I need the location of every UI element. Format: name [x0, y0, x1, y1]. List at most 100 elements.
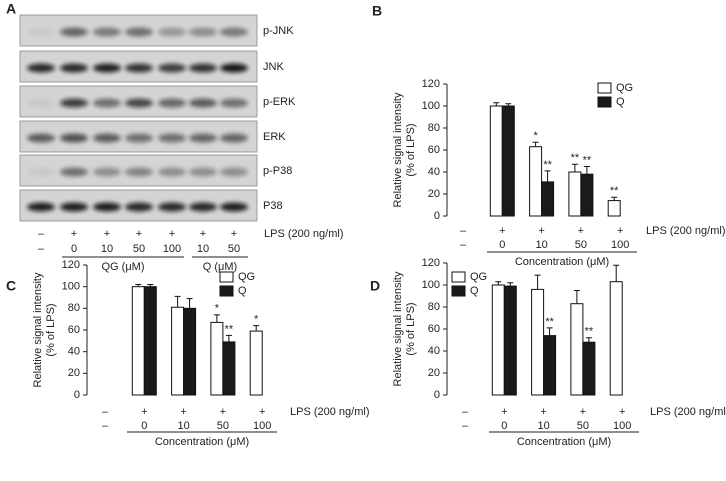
band [60, 133, 88, 143]
band [93, 202, 121, 212]
band [93, 63, 121, 73]
error-bar [493, 102, 500, 106]
band [220, 98, 248, 108]
significance: * [254, 314, 259, 326]
protein-label: p-P38 [263, 165, 292, 177]
legend-swatch [219, 285, 234, 297]
bar [582, 341, 596, 396]
x-tick-label: 100 [611, 239, 629, 251]
protein-label: p-JNK [263, 25, 294, 37]
y-tick-label: 40 [428, 345, 440, 357]
x-tick-label: 10 [537, 420, 549, 432]
lps-sign: + [180, 406, 186, 418]
band [189, 63, 217, 73]
legend-swatch [597, 96, 612, 108]
band [220, 27, 248, 37]
group-label: QG (μM) [102, 261, 145, 273]
legend-label: QG [616, 82, 633, 94]
legend-label: Q [470, 285, 479, 297]
band [125, 27, 153, 37]
lps-sign: + [580, 406, 586, 418]
band [125, 133, 153, 143]
band [27, 202, 55, 212]
protein-label: JNK [263, 61, 284, 73]
band [158, 27, 186, 37]
x-axis-label: Concentration (μM) [515, 256, 609, 268]
lps-sign: + [200, 228, 206, 240]
y-tick-label: 100 [422, 100, 440, 112]
concentration-label: 50 [133, 243, 145, 255]
panel-letter: B [372, 3, 382, 19]
y-tick-label: 0 [434, 389, 440, 401]
lps-sign: + [169, 228, 175, 240]
error-bar [505, 103, 512, 106]
significance: ** [225, 323, 234, 335]
lps-sign: + [499, 225, 505, 237]
lps-sign: + [136, 228, 142, 240]
band [60, 98, 88, 108]
legend-swatch [451, 285, 466, 297]
lps-sign: + [619, 406, 625, 418]
band [60, 63, 88, 73]
error-bar [253, 325, 260, 332]
x-tick-label: 0 [141, 420, 147, 432]
lps-label: LPS (200 ng/ml) [264, 228, 343, 240]
y-tick-label: 100 [62, 281, 80, 293]
significance: ** [583, 154, 592, 166]
y-axis-label: (% of LPS) [405, 302, 417, 355]
band [27, 27, 55, 37]
band [158, 63, 186, 73]
y-tick-label: 120 [422, 257, 440, 269]
x-tick-label: 100 [613, 420, 631, 432]
bar [143, 286, 157, 396]
bar [580, 173, 594, 217]
lps-sign: + [538, 225, 544, 237]
lps-label: LPS (200 ng/ml) [650, 406, 726, 418]
band [27, 167, 55, 177]
concentration-label: 50 [228, 243, 240, 255]
band [60, 27, 88, 37]
significance: * [533, 130, 538, 142]
x-tick-label: 50 [575, 239, 587, 251]
bar [131, 286, 145, 396]
lps-sign: + [617, 225, 623, 237]
significance: ** [585, 326, 594, 338]
x-tick-label: – [102, 420, 109, 432]
y-axis-label: (% of LPS) [45, 303, 57, 356]
legend-label: QG [470, 271, 487, 283]
bar [541, 181, 555, 217]
band [158, 167, 186, 177]
y-tick-label: 120 [62, 259, 80, 271]
band [220, 133, 248, 143]
band [220, 63, 248, 73]
concentration-label: 10 [197, 243, 209, 255]
y-tick-label: 80 [428, 301, 440, 313]
lps-sign: – [38, 228, 45, 240]
bar [501, 105, 515, 217]
error-bar [583, 166, 590, 175]
legend-label: QG [238, 271, 255, 283]
concentration-label: 0 [71, 243, 77, 255]
band [27, 63, 55, 73]
lps-sign: – [460, 225, 467, 237]
band [27, 133, 55, 143]
bar [529, 146, 543, 217]
bar [503, 285, 517, 396]
significance: ** [571, 152, 580, 164]
lps-sign: + [259, 406, 265, 418]
band [93, 167, 121, 177]
band [125, 98, 153, 108]
protein-label: ERK [263, 131, 286, 143]
lps-label: LPS (200 ng/ml) [646, 225, 725, 237]
bar [489, 105, 503, 217]
x-axis-label: Concentration (μM) [155, 436, 249, 448]
panel-letter: A [6, 1, 16, 17]
x-tick-label: – [462, 420, 469, 432]
legend-swatch [597, 82, 612, 94]
band [93, 98, 121, 108]
band [189, 202, 217, 212]
concentration-label: – [38, 243, 45, 255]
band [220, 167, 248, 177]
error-bar [534, 274, 541, 290]
